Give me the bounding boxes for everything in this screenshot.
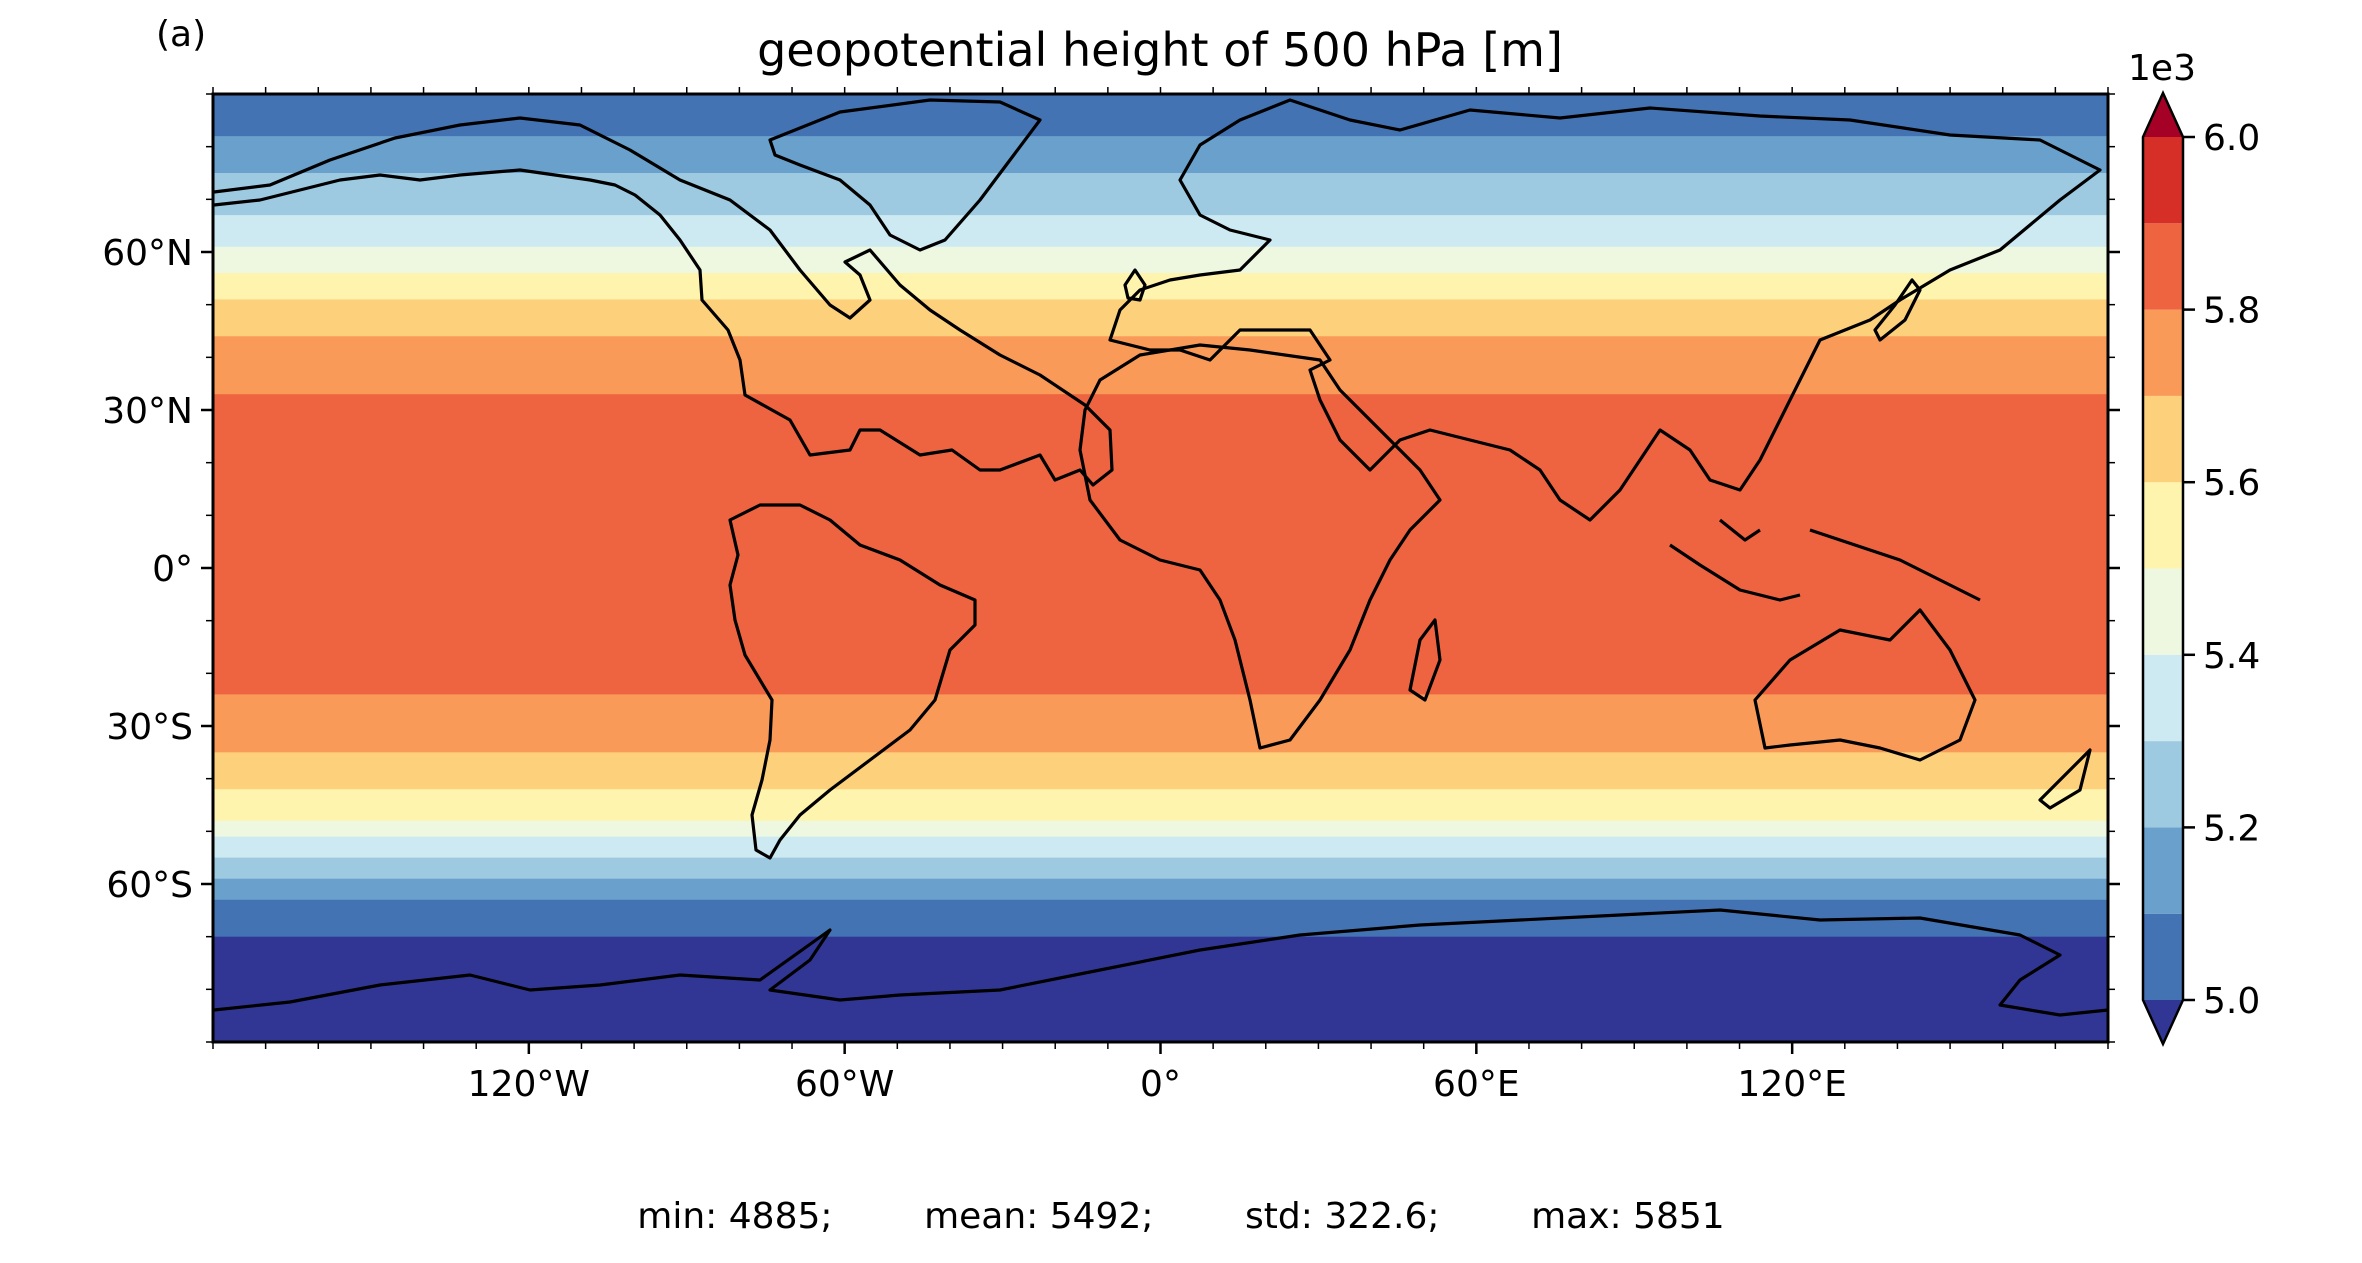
map-area (213, 94, 2108, 1042)
colorbar-segment (2143, 913, 2183, 1000)
stat-max: max: 5851 (1531, 1196, 1725, 1237)
colorbar-segment (2143, 654, 2183, 742)
y-tick-label: 30°N (102, 391, 193, 432)
y-tick-label: 60°S (106, 865, 193, 906)
colorbar-tick-label: 5.6 (2203, 463, 2260, 504)
colorbar-segment (2143, 309, 2183, 396)
stat-mean: mean: 5492; (924, 1196, 1154, 1237)
x-tick-label: 120°E (1737, 1064, 1846, 1105)
coastline-eurasia (1108, 98, 2102, 522)
colorbar-tick-label: 5.0 (2203, 981, 2260, 1022)
colorbar-tick-label: 5.2 (2203, 808, 2260, 849)
colorbar-tick-label: 5.4 (2203, 636, 2260, 677)
coastline-south-america (728, 503, 977, 860)
stat-std: std: 322.6; (1245, 1196, 1440, 1237)
colorbar-under-extension (2143, 1000, 2183, 1044)
x-tick-label: 120°W (468, 1064, 590, 1105)
y-tick-label: 30°S (106, 707, 193, 748)
stat-min: min: 4885; (637, 1196, 833, 1237)
coastline-indonesia (1669, 518, 1981, 602)
x-tick-label: 0° (1140, 1064, 1181, 1105)
colorbar-segment (2143, 741, 2183, 828)
colorbar: 5.0 5.2 5.4 5.6 5.8 6.0 (2141, 89, 2260, 1048)
colorbar-segment (2143, 223, 2183, 310)
colorbar-over-extension (2143, 93, 2183, 137)
coastline-japan (1873, 278, 1922, 342)
contour-band (213, 394, 2108, 695)
coastlines (213, 98, 2108, 1017)
coastline-antarctica (213, 908, 2108, 1017)
x-tick-label: 60°E (1433, 1064, 1520, 1105)
colorbar-multiplier: 1e3 (2128, 48, 2196, 89)
y-tick-label: 60°N (102, 233, 193, 274)
colorbar-segment (2143, 568, 2183, 655)
map-title: geopotential height of 500 hPa [m] (757, 23, 1563, 77)
coastline-australia (1753, 608, 1977, 762)
statistics-line: min: 4885; mean: 5492; std: 322.6; max: … (0, 1196, 2362, 1237)
colorbar-segment (2143, 482, 2183, 569)
y-tick-label: 0° (152, 549, 193, 590)
contour-bands (213, 94, 2108, 1042)
colorbar-tick-label: 6.0 (2203, 118, 2260, 159)
map-axes: 120°W 60°W 0° 60°E 120°E 60°N 30°N 0° 30°S 60°S (102, 87, 2120, 1105)
x-tick-label: 60°W (795, 1064, 894, 1105)
panel-label: (a) (156, 14, 206, 55)
colorbar-segment (2143, 827, 2183, 914)
coastline-british-isles (1123, 268, 1147, 302)
coastline-north-america (213, 116, 1114, 487)
coastline-madagascar (1408, 618, 1442, 702)
colorbar-tick-label: 5.8 (2203, 291, 2260, 332)
coastline-greenland (768, 98, 1042, 252)
colorbar-segment (2143, 395, 2183, 483)
colorbar-segment (2143, 137, 2183, 224)
coastline-new-zealand (2038, 748, 2092, 810)
